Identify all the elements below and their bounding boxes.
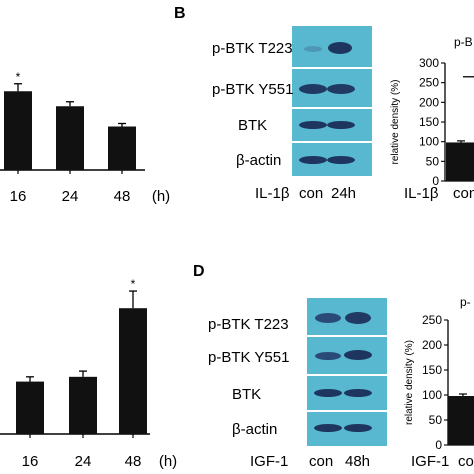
y-tick-label: 50	[426, 154, 440, 168]
blot-band	[344, 424, 372, 432]
blot-row-label: p-BTK T223	[208, 316, 289, 333]
y-tick-label: 300	[419, 56, 439, 70]
significance-marker: *	[16, 70, 21, 84]
y-tick-label: 150	[419, 115, 439, 129]
y-tick-label: 200	[419, 95, 439, 109]
blot-band	[328, 42, 352, 54]
y-tick-label: 250	[419, 76, 439, 90]
y-axis-title: relative density (%)	[390, 79, 401, 164]
blot-band	[315, 352, 341, 360]
blot-row-label: p-BTK T223	[212, 40, 293, 57]
blot-band	[344, 389, 372, 397]
blot-row-label: β-actin	[236, 152, 281, 169]
blot-band	[304, 46, 322, 52]
x-unit-label: (h)	[159, 453, 177, 470]
blot-row-label: p-BTK Y551	[208, 349, 289, 366]
bar-chart-b-right: 0 50 100 150 200 250 300 relative density (%) IL…	[390, 35, 474, 202]
bar-24	[56, 106, 84, 170]
y-tick-label: 150	[422, 363, 442, 377]
bar-chart-d-right: 0 50 100 150 200 250 relative density (%) IGF-1…	[404, 295, 474, 470]
x-tick-label: 16	[22, 453, 39, 470]
x-tick-label: 24	[75, 453, 92, 470]
chart-title: p-B	[454, 35, 473, 49]
y-tick-label: 0	[432, 174, 439, 188]
blot-row-label: β-actin	[232, 421, 277, 438]
blot-treatment-label: IGF-1	[250, 453, 288, 470]
x-tick-label: 48	[125, 453, 142, 470]
significance-marker: *	[131, 277, 136, 291]
chart-title: p-	[460, 295, 471, 309]
bar-con	[446, 142, 474, 181]
panel-label-d: D	[193, 263, 205, 280]
bar-chart-top-left: 16 * 24 48 (h)	[0, 70, 170, 205]
y-tick-label: 250	[422, 313, 442, 327]
blot-band	[314, 424, 342, 432]
blot-band	[327, 121, 355, 129]
western-blot-d: p-BTK T223 p-BTK Y551 BTK β-actin IGF-1 …	[208, 298, 387, 470]
bar-16	[16, 381, 44, 434]
x-unit-label: (h)	[152, 188, 170, 205]
blot-band	[344, 350, 372, 360]
western-blot-b: p-BTK T223 p-BTK Y551 BTK β-actin IL-1β …	[212, 26, 372, 202]
blot-row-label: BTK	[238, 117, 267, 134]
y-tick-label: 50	[429, 413, 443, 427]
treatment-label: IL-1β	[404, 185, 439, 202]
panel-label-b: B	[174, 5, 186, 22]
blot-row-label: p-BTK Y551	[212, 81, 293, 98]
y-tick-label: 100	[419, 135, 439, 149]
blot-lane-label: 24h	[331, 185, 356, 202]
blot-band	[327, 84, 355, 94]
x-tick-label: 16	[10, 188, 27, 205]
blot-lane-label: con	[309, 453, 333, 470]
blot-band	[314, 389, 342, 397]
bar-24	[69, 376, 97, 434]
bar-48	[108, 126, 136, 170]
blot-lane-label: con	[299, 185, 323, 202]
y-axis-title: relative density (%)	[404, 340, 415, 425]
blot-lane-label: 48h	[345, 453, 370, 470]
bar-16	[4, 91, 32, 170]
x-tick-label: con	[453, 185, 474, 202]
blot-treatment-label: IL-1β	[255, 185, 290, 202]
blot-band	[299, 121, 327, 129]
y-tick-label: 0	[435, 438, 442, 452]
blot-band	[299, 84, 327, 94]
y-tick-label: 100	[422, 388, 442, 402]
blot-band	[327, 156, 355, 164]
blot-band	[315, 313, 341, 323]
blot-band	[345, 312, 371, 324]
blot-band	[299, 156, 327, 164]
treatment-label: IGF-1	[411, 453, 449, 470]
x-tick-label: 24	[62, 188, 79, 205]
bar-con	[448, 396, 474, 445]
bar-chart-bottom-left: 16 24 48 * (h)	[0, 277, 177, 470]
x-tick-label: co	[458, 453, 474, 470]
x-tick-label: 48	[114, 188, 131, 205]
blot-membrane	[307, 298, 387, 446]
y-tick-label: 200	[422, 338, 442, 352]
bar-48	[119, 308, 147, 434]
blot-row-label: BTK	[232, 386, 261, 403]
